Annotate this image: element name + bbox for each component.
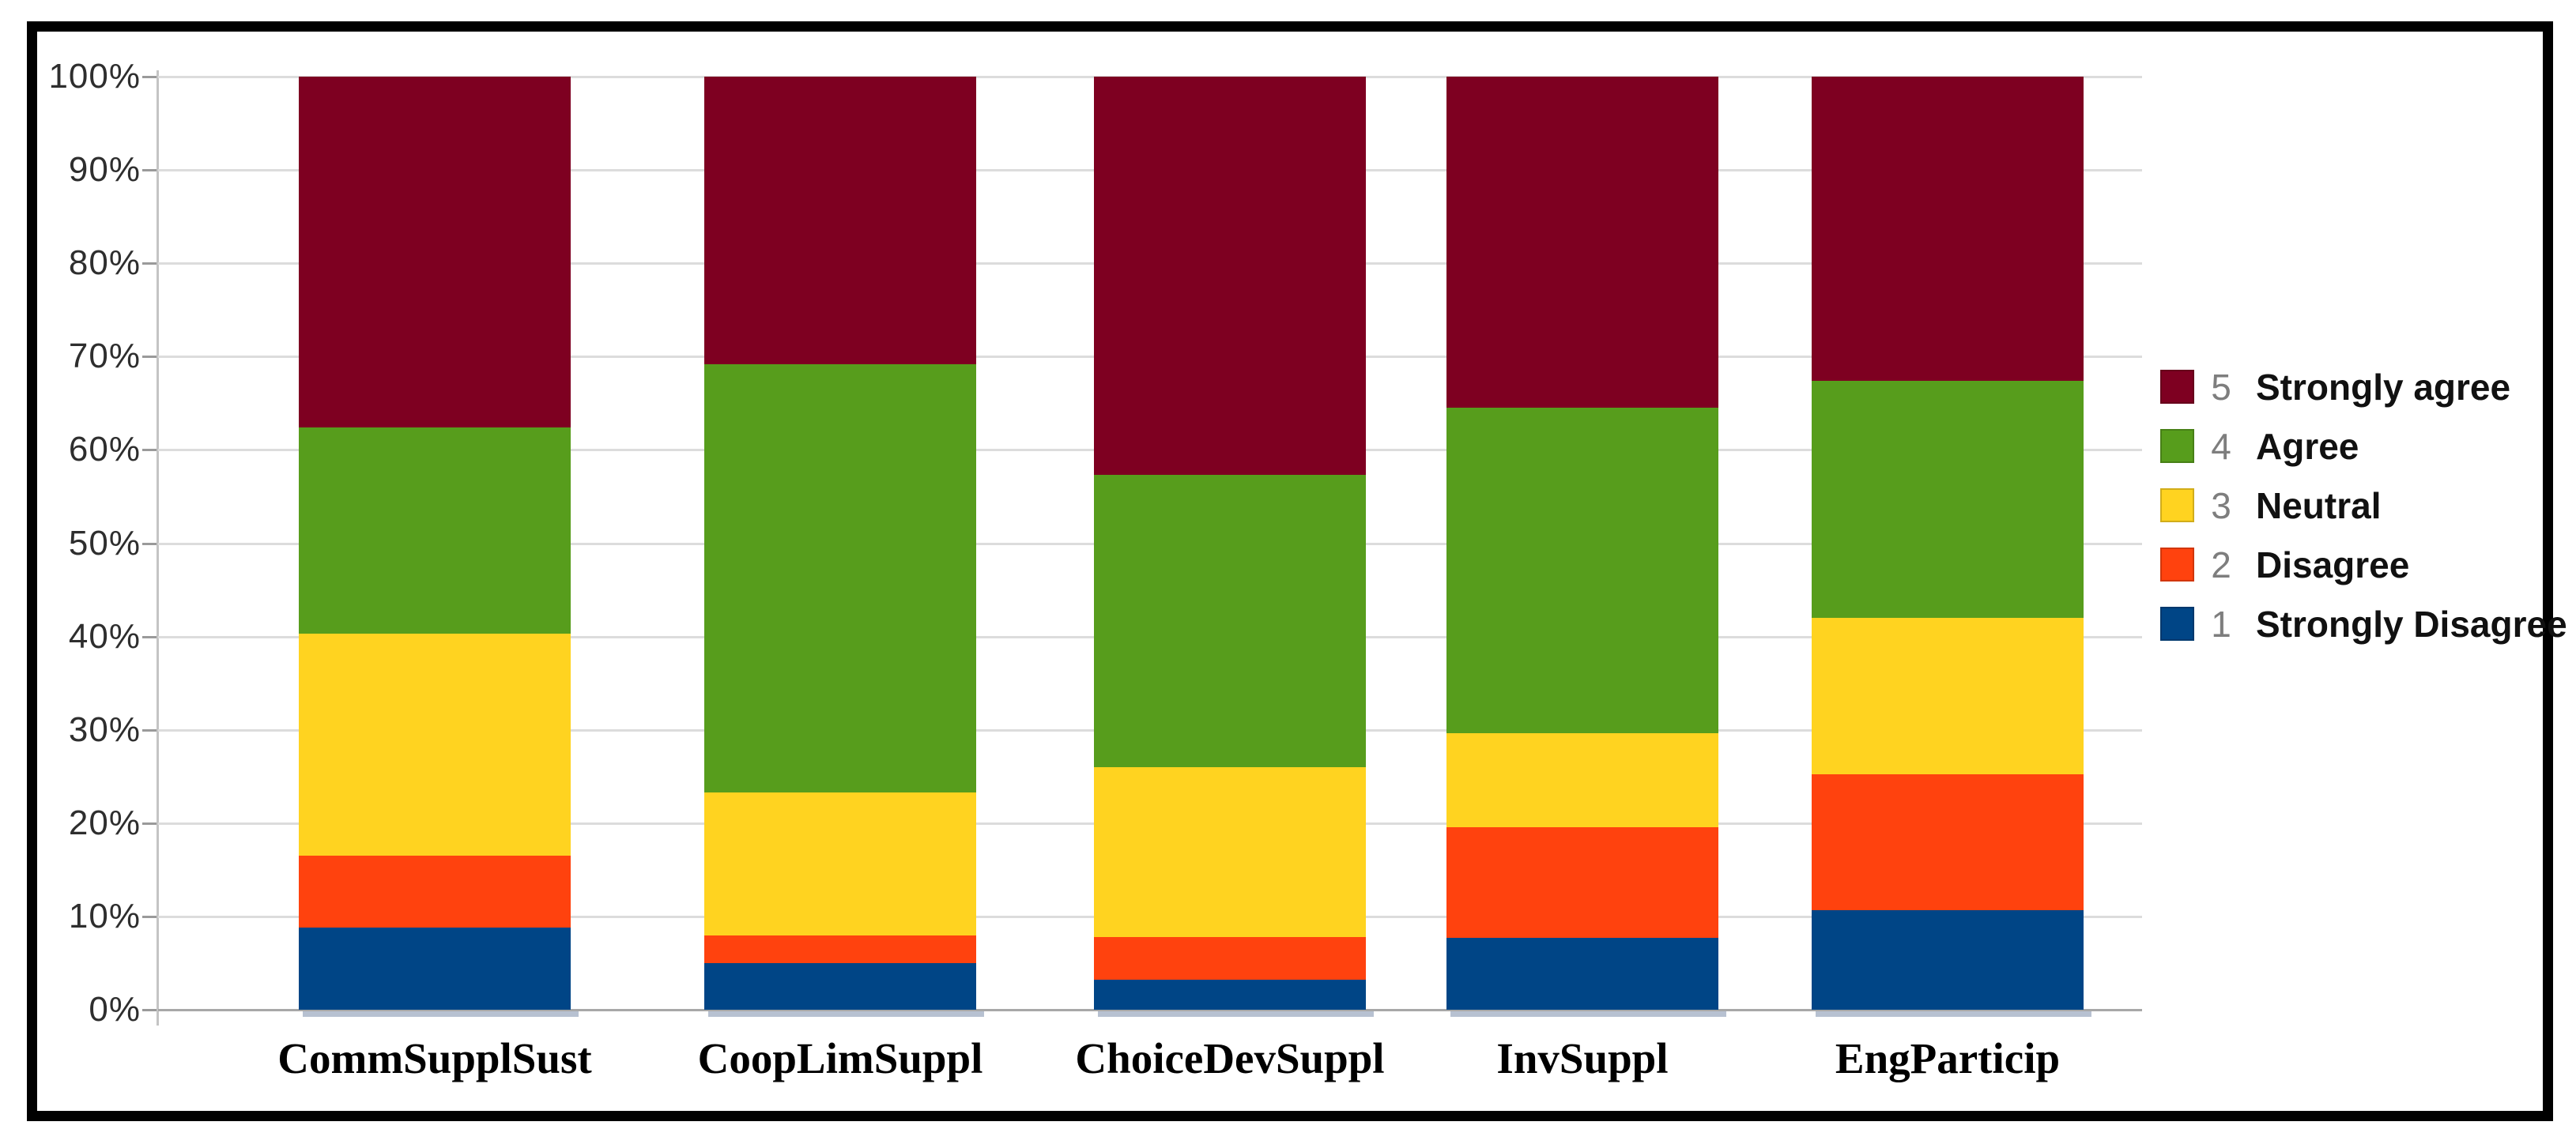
y-axis-tick-30 <box>142 728 157 732</box>
legend: 5 Strongly agree 4 Agree 3 Neutral 2 Disagree 1 S… <box>2160 357 2567 653</box>
legend-swatch-icon <box>2160 607 2194 641</box>
legend-item-disagree: 2 Disagree <box>2160 535 2567 594</box>
bar-segment-EngParticip-strongly-agree <box>1812 77 2084 382</box>
y-axis-tick-label-60: 60% <box>68 430 141 469</box>
y-axis-tick-80 <box>142 262 157 265</box>
bar-segment-CommSupplSust-disagree <box>299 856 571 928</box>
y-axis-tick-90 <box>142 169 157 172</box>
y-axis-tick-100 <box>142 76 157 78</box>
bar-segment-InvSuppl-strongly-disagree <box>1446 938 1718 1010</box>
bar-segment-CoopLimSuppl-agree <box>704 363 976 792</box>
legend-item-label: Strongly agree <box>2256 366 2511 408</box>
bar-segment-EngParticip-strongly-disagree <box>1812 909 2084 1010</box>
y-axis-tick-label-30: 30% <box>68 710 141 749</box>
bar-shadow-CommSupplSust <box>303 1011 579 1017</box>
x-axis-label-InvSuppl: InvSuppl <box>1496 1034 1669 1082</box>
legend-item-label: Strongly Disagree <box>2256 603 2567 645</box>
y-axis-tick-0 <box>142 1009 157 1011</box>
legend-item-neutral: 3 Neutral <box>2160 476 2567 535</box>
bar-segment-ChoiceDevSuppl-agree <box>1094 475 1366 767</box>
bar-shadow-EngParticip <box>1816 1011 2091 1017</box>
x-axis-label-ChoiceDevSuppl: ChoiceDevSuppl <box>1075 1034 1385 1082</box>
legend-swatch-icon <box>2160 429 2194 463</box>
x-axis-label-EngParticip: EngParticip <box>1835 1034 2061 1082</box>
legend-item-label: Neutral <box>2256 484 2382 526</box>
y-axis-tick-label-80: 80% <box>68 243 141 283</box>
bar-segment-ChoiceDevSuppl-strongly-disagree <box>1094 980 1366 1010</box>
bar-CoopLimSuppl <box>704 77 976 1010</box>
legend-item-number: 1 <box>2211 603 2231 645</box>
bar-segment-ChoiceDevSuppl-neutral <box>1094 766 1366 937</box>
legend-item-strongly-disagree: 1 Strongly Disagree <box>2160 594 2567 653</box>
y-axis-tick-70 <box>142 356 157 359</box>
bar-segment-InvSuppl-agree <box>1446 408 1718 734</box>
bar-shadow-CoopLimSuppl <box>708 1011 984 1017</box>
legend-item-number: 3 <box>2211 484 2231 526</box>
y-axis-tick-label-50: 50% <box>68 523 141 563</box>
bar-segment-InvSuppl-strongly-agree <box>1446 77 1718 408</box>
bar-shadow-ChoiceDevSuppl <box>1098 1011 1374 1017</box>
bar-EngParticip <box>1812 77 2084 1010</box>
y-axis-tick-label-90: 90% <box>68 150 141 190</box>
bar-segment-EngParticip-neutral <box>1812 618 2084 775</box>
y-axis-line <box>157 70 159 1026</box>
bar-segment-EngParticip-agree <box>1812 381 2084 618</box>
bar-segment-InvSuppl-disagree <box>1446 826 1718 939</box>
bar-segment-CoopLimSuppl-neutral <box>704 792 976 935</box>
legend-item-label: Disagree <box>2256 544 2410 585</box>
y-axis-tick-label-20: 20% <box>68 803 141 842</box>
y-axis-tick-label-0: 0% <box>89 990 141 1029</box>
legend-swatch-icon <box>2160 370 2194 404</box>
y-axis-tick-40 <box>142 635 157 638</box>
y-axis-tick-50 <box>142 542 157 545</box>
legend-item-number: 4 <box>2211 425 2231 467</box>
bar-segment-EngParticip-disagree <box>1812 774 2084 910</box>
bar-segment-CoopLimSuppl-disagree <box>704 935 976 963</box>
bar-InvSuppl <box>1446 77 1718 1010</box>
y-axis-tick-label-10: 10% <box>68 896 141 935</box>
legend-swatch-icon <box>2160 548 2194 582</box>
bar-segment-CoopLimSuppl-strongly-agree <box>704 77 976 364</box>
bar-segment-ChoiceDevSuppl-strongly-agree <box>1094 77 1366 476</box>
legend-item-agree: 4 Agree <box>2160 416 2567 476</box>
legend-item-number: 2 <box>2211 544 2231 585</box>
y-axis-tick-label-70: 70% <box>68 337 141 376</box>
legend-item-label: Agree <box>2256 425 2359 467</box>
bar-shadow-InvSuppl <box>1450 1011 1726 1017</box>
legend-item-number: 5 <box>2211 366 2231 408</box>
bar-segment-CommSupplSust-strongly-agree <box>299 77 571 428</box>
y-axis-tick-20 <box>142 822 157 825</box>
bar-segment-CommSupplSust-agree <box>299 427 571 634</box>
y-axis-tick-label-100: 100% <box>48 57 141 96</box>
bar-ChoiceDevSuppl <box>1094 77 1366 1010</box>
legend-item-strongly-agree: 5 Strongly agree <box>2160 357 2567 416</box>
bar-segment-ChoiceDevSuppl-disagree <box>1094 936 1366 981</box>
y-axis-tick-label-40: 40% <box>68 616 141 656</box>
legend-swatch-icon <box>2160 488 2194 522</box>
bar-segment-CoopLimSuppl-strongly-disagree <box>704 962 976 1010</box>
x-axis-label-CoopLimSuppl: CoopLimSuppl <box>697 1034 983 1082</box>
bar-segment-CommSupplSust-strongly-disagree <box>299 928 571 1010</box>
bar-segment-InvSuppl-neutral <box>1446 733 1718 827</box>
x-axis-label-CommSupplSust: CommSupplSust <box>277 1034 592 1082</box>
gridline-0 <box>158 1009 2142 1011</box>
y-axis-tick-10 <box>142 915 157 918</box>
y-axis-tick-60 <box>142 449 157 452</box>
bar-segment-CommSupplSust-neutral <box>299 634 571 856</box>
bar-CommSupplSust <box>299 77 571 1010</box>
